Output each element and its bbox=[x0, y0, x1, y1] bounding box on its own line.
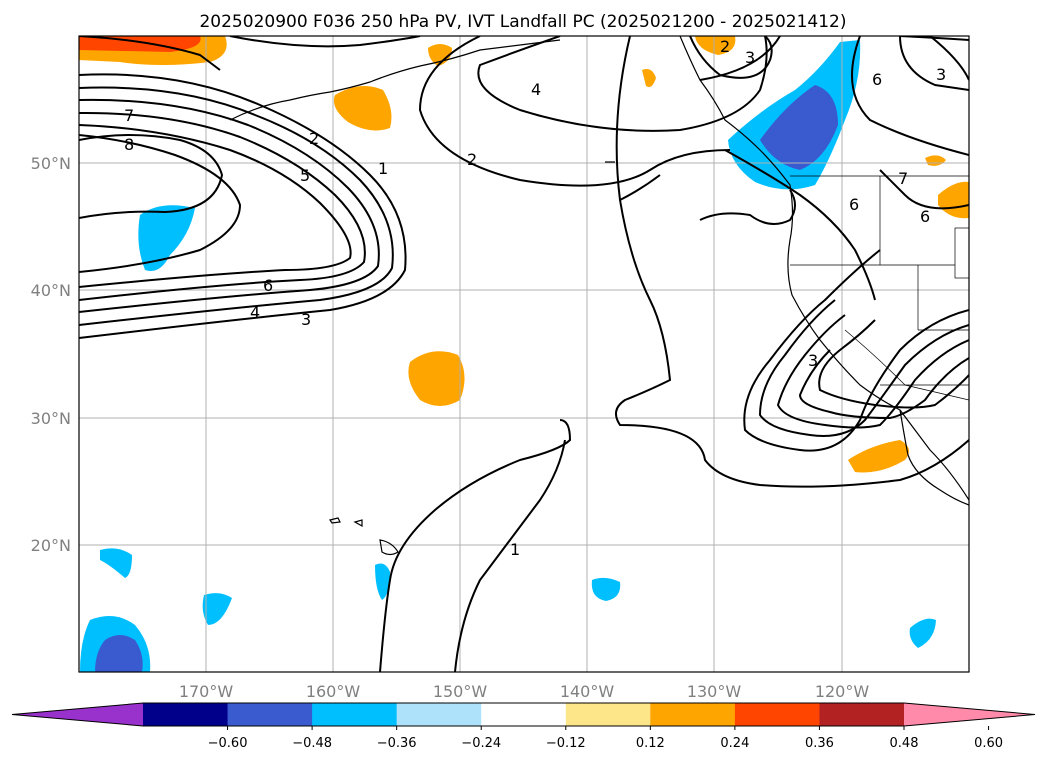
colorbar-extend-high bbox=[904, 703, 1035, 726]
lat-label: 30°N bbox=[31, 409, 71, 428]
contour-label: 3 bbox=[745, 48, 755, 67]
colorbar-segment bbox=[312, 703, 398, 726]
colorbar-tick-label: 0.24 bbox=[720, 736, 749, 751]
longitude-labels: 170°W 160°W 150°W 140°W 130°W 120°W bbox=[179, 682, 870, 701]
contour-label: 3 bbox=[301, 310, 311, 329]
lon-label: 170°W bbox=[179, 682, 234, 701]
colorbar-tick-label: −0.24 bbox=[461, 736, 501, 751]
colorbar-tick-label: −0.12 bbox=[546, 736, 586, 751]
lon-label: 150°W bbox=[433, 682, 488, 701]
map-area: 7 8 2 5 1 6 4 3 4 2 2 3 6 7 6 6 3 3 1 bbox=[79, 36, 969, 672]
colorbar-segment bbox=[143, 703, 229, 726]
contour-label: 2 bbox=[309, 129, 319, 148]
contour-label: 4 bbox=[250, 303, 260, 322]
pv-contours bbox=[79, 36, 969, 672]
lon-label: 120°W bbox=[815, 682, 870, 701]
colorbar-segment bbox=[396, 703, 482, 726]
negative-anomaly-shading bbox=[80, 40, 936, 672]
contour-label: 5 bbox=[300, 166, 310, 185]
lat-label: 20°N bbox=[31, 536, 71, 555]
positive-anomaly-shading bbox=[79, 36, 969, 473]
colorbar-segment bbox=[819, 703, 905, 726]
colorbar-segment bbox=[565, 703, 651, 726]
colorbar-tick-label: 0.48 bbox=[890, 736, 919, 751]
contour-label: 2 bbox=[467, 150, 477, 169]
colorbar-extend-low bbox=[12, 703, 143, 726]
contour-label: 6 bbox=[920, 207, 930, 226]
contour-label: 1 bbox=[510, 540, 520, 559]
contour-label: 7 bbox=[898, 169, 908, 188]
contour-label: 3 bbox=[936, 65, 946, 84]
contour-label: 1 bbox=[378, 159, 388, 178]
graticule bbox=[79, 36, 969, 672]
lat-label: 40°N bbox=[31, 281, 71, 300]
colorbar-segment bbox=[227, 703, 313, 726]
lon-label: 160°W bbox=[306, 682, 361, 701]
colorbar-segment bbox=[481, 703, 567, 726]
contour-label: 6 bbox=[849, 195, 859, 214]
colorbar-tick-label: −0.60 bbox=[208, 736, 248, 751]
colorbar-segment bbox=[650, 703, 736, 726]
colorbar-segment bbox=[734, 703, 820, 726]
colorbar: −0.60 −0.48 −0.36 −0.24 −0.12 0.12 0.24 0.36 0.4… bbox=[11, 702, 1036, 751]
contour-label: 7 bbox=[124, 106, 134, 125]
lat-label: 50°N bbox=[31, 154, 71, 173]
contour-label: 4 bbox=[531, 80, 541, 99]
contour-labels: 7 8 2 5 1 6 4 3 4 2 2 3 6 7 6 6 3 3 1 bbox=[124, 37, 946, 559]
contour-label: 3 bbox=[808, 351, 818, 370]
contour-label: 6 bbox=[263, 276, 273, 295]
latitude-labels: 50°N 40°N 30°N 20°N bbox=[31, 154, 71, 555]
contour-label: 2 bbox=[720, 37, 730, 56]
colorbar-tick-label: −0.48 bbox=[292, 736, 332, 751]
map-frame bbox=[78, 35, 970, 673]
lon-label: 140°W bbox=[560, 682, 615, 701]
contour-label: 8 bbox=[124, 135, 134, 154]
lon-label: 130°W bbox=[687, 682, 742, 701]
colorbar-tick-label: 0.12 bbox=[636, 736, 665, 751]
colorbar-tick-label: −0.36 bbox=[377, 736, 417, 751]
map-title: 2025020900 F036 250 hPa PV, IVT Landfall… bbox=[199, 12, 846, 32]
colorbar-tick-label: 0.60 bbox=[974, 736, 1003, 751]
colorbar-tick-label: 0.36 bbox=[805, 736, 834, 751]
contour-label: 6 bbox=[872, 70, 882, 89]
